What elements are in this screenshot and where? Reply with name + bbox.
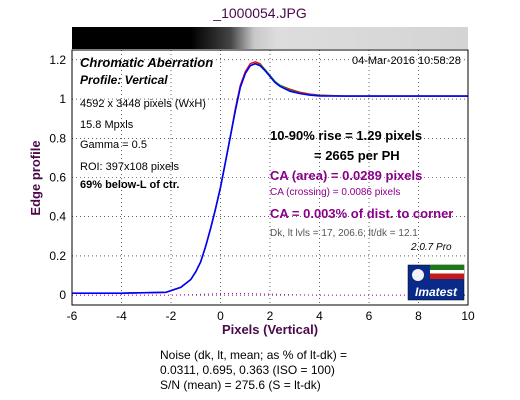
series-line-b bbox=[72, 62, 468, 295]
y-tick-label: 0.2 bbox=[49, 249, 66, 263]
x-tick-labels: -6 -4 -2 0 2 4 6 8 10 bbox=[67, 309, 475, 323]
x-tick-label: 2 bbox=[267, 309, 274, 323]
noise-line-1: Noise (dk, lt, mean; as % of lt-dk) = bbox=[160, 348, 348, 362]
megapixels: 15.8 Mpxls bbox=[80, 119, 134, 131]
logo-circle-icon bbox=[412, 269, 424, 281]
x-tick-label: -2 bbox=[166, 309, 177, 323]
version-label: 2.0.7 Pro bbox=[411, 242, 452, 253]
x-tick-label: 4 bbox=[316, 309, 323, 323]
y-tick-label: 0.4 bbox=[49, 210, 66, 224]
rise-distance: 10-90% rise = 1.29 pixels bbox=[270, 128, 423, 143]
x-tick-label: -4 bbox=[116, 309, 127, 323]
ca-dist-to-corner: CA = 0.003% of dist. to corner bbox=[270, 206, 454, 221]
edge-image-strip bbox=[72, 27, 468, 49]
x-axis-label: Pixels (Vertical) bbox=[222, 322, 318, 337]
timestamp: 04-Mar-2016 10:58:28 bbox=[352, 55, 461, 67]
x-tick-label: 8 bbox=[415, 309, 422, 323]
levels-readout: Dk, lt lvls = 17, 206.6; lt/dk = 12.1 bbox=[270, 228, 418, 239]
gamma-value: Gamma = 0.5 bbox=[80, 139, 147, 151]
y-axis-label: Edge profile bbox=[28, 140, 43, 215]
x-tick-label: 10 bbox=[461, 309, 475, 323]
y-tick-label: 1 bbox=[59, 92, 66, 106]
y-tick-label: 0.8 bbox=[49, 131, 66, 145]
series-lines bbox=[72, 61, 468, 296]
ca-area: CA (area) = 0.0289 pixels bbox=[270, 168, 423, 183]
x-tick-label: -6 bbox=[67, 309, 78, 323]
rise-per-ph: = 2665 per PH bbox=[314, 148, 400, 163]
figure-title: _1000054.JPG bbox=[213, 5, 307, 21]
y-tick-label: 0.6 bbox=[49, 171, 66, 185]
plot-frame bbox=[71, 49, 469, 306]
noise-line-2: 0.0311, 0.695, 0.363 (ISO = 100) bbox=[160, 363, 335, 377]
x-tick-label: 0 bbox=[217, 309, 224, 323]
x-tick-label: 6 bbox=[366, 309, 373, 323]
series-line-ca-difference bbox=[72, 293, 468, 296]
ca-crossing: CA (crossing) = 0.0086 pixels bbox=[270, 187, 401, 198]
imatest-logo: Imatest bbox=[407, 264, 465, 301]
roi-location: 69% below-L of ctr. bbox=[80, 179, 180, 191]
y-tick-label: 1.2 bbox=[49, 53, 66, 67]
image-size: 4592 x 3448 pixels (WxH) bbox=[80, 98, 206, 110]
profile-label: Profile: Vertical bbox=[80, 73, 168, 87]
roi-size: ROI: 397x108 pixels bbox=[80, 161, 180, 173]
panel-heading: Chromatic Aberration bbox=[80, 55, 214, 70]
flag-icon bbox=[430, 265, 464, 279]
logo-text: Imatest bbox=[415, 285, 458, 299]
y-tick-label: 0 bbox=[59, 288, 66, 302]
noise-line-3: S/N (mean) = 275.6 (S = lt-dk) bbox=[160, 378, 321, 392]
y-tick-labels: 0 0.2 0.4 0.6 0.8 1 1.2 bbox=[49, 53, 66, 302]
